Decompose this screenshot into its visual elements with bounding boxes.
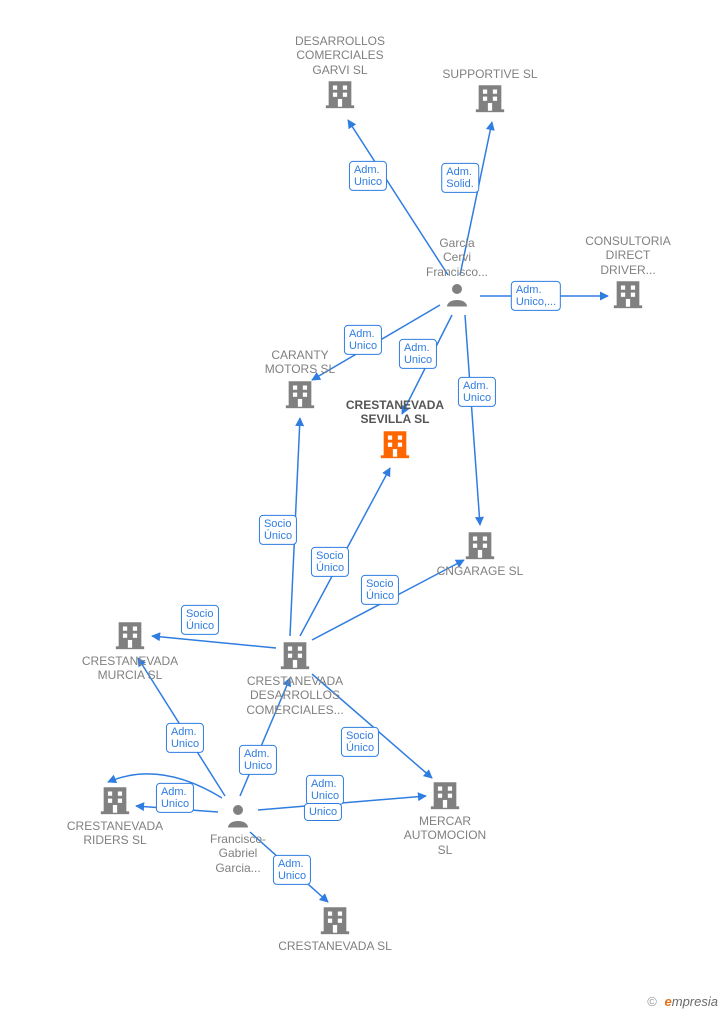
edge-label: Unico bbox=[304, 803, 342, 821]
building-icon bbox=[611, 277, 645, 311]
building-icon bbox=[113, 618, 147, 652]
node-label: CRESTANEVADA SEVILLA SL bbox=[335, 398, 455, 427]
edge-label: Adm. Unico bbox=[306, 775, 344, 805]
node-label: DESARROLLOS COMERCIALES GARVI SL bbox=[280, 34, 400, 77]
graph-edges-layer bbox=[0, 0, 728, 1015]
footer-copyright: © empresia bbox=[647, 994, 718, 1009]
node-label: CONSULTORIA DIRECT DRIVER... bbox=[568, 234, 688, 277]
node-desarrollos_garvi[interactable]: DESARROLLOS COMERCIALES GARVI SL bbox=[280, 32, 400, 111]
node-label: CARANTY MOTORS SL bbox=[240, 348, 360, 377]
edge-label: Socio Único bbox=[341, 727, 379, 757]
edge-label: Adm. Unico bbox=[458, 377, 496, 407]
building-icon bbox=[98, 783, 132, 817]
edge-label: Socio Único bbox=[181, 605, 219, 635]
edge-label: Socio Único bbox=[311, 547, 349, 577]
edge-label: Adm. Unico bbox=[399, 339, 437, 369]
node-crestanevada_desarrollos[interactable]: CRESTANEVADA DESARROLLOS COMERCIALES... bbox=[235, 638, 355, 717]
node-label: CRESTANEVADA RIDERS SL bbox=[55, 819, 175, 848]
node-mercar[interactable]: MERCAR AUTOMOCION SL bbox=[385, 778, 505, 857]
node-label: CRESTANEVADA DESARROLLOS COMERCIALES... bbox=[235, 674, 355, 717]
node-garcia_cervi[interactable]: Garcia Cervi Francisco... bbox=[397, 234, 517, 309]
edge-label: Adm. Unico bbox=[166, 723, 204, 753]
node-crestanevada_murcia[interactable]: CRESTANEVADA MURCIA SL bbox=[70, 618, 190, 683]
building-icon bbox=[318, 903, 352, 937]
brand-first-letter: e bbox=[665, 994, 672, 1009]
edge-line bbox=[465, 315, 480, 525]
node-cngarage[interactable]: CNGARAGE SL bbox=[420, 528, 540, 578]
building-icon bbox=[463, 528, 497, 562]
node-crestanevada_sevilla[interactable]: CRESTANEVADA SEVILLA SL bbox=[335, 396, 455, 461]
edge-label: Adm. Unico bbox=[156, 783, 194, 813]
copyright-symbol: © bbox=[647, 994, 657, 1009]
node-label: Garcia Cervi Francisco... bbox=[397, 236, 517, 279]
edge-label: Adm. Unico bbox=[273, 855, 311, 885]
building-icon bbox=[323, 77, 357, 111]
edge-label: Socio Único bbox=[361, 575, 399, 605]
brand-rest: mpresia bbox=[672, 994, 718, 1009]
edge-label: Adm. Solid. bbox=[441, 163, 479, 193]
node-consultoria_direct[interactable]: CONSULTORIA DIRECT DRIVER... bbox=[568, 232, 688, 311]
edge-label: Adm. Unico,... bbox=[511, 281, 561, 311]
person-icon bbox=[223, 800, 253, 830]
edge-label: Adm. Unico bbox=[344, 325, 382, 355]
node-label: CRESTANEVADA SL bbox=[275, 939, 395, 953]
edge-label: Adm. Unico bbox=[349, 161, 387, 191]
node-label: SUPPORTIVE SL bbox=[430, 67, 550, 81]
node-supportive[interactable]: SUPPORTIVE SL bbox=[430, 65, 550, 115]
edge-label: Adm. Unico bbox=[239, 745, 277, 775]
node-label: CNGARAGE SL bbox=[420, 564, 540, 578]
node-label: CRESTANEVADA MURCIA SL bbox=[70, 654, 190, 683]
person-icon bbox=[442, 279, 472, 309]
building-icon bbox=[378, 427, 412, 461]
edge-label: Socio Único bbox=[259, 515, 297, 545]
node-crestanevada_sl[interactable]: CRESTANEVADA SL bbox=[275, 903, 395, 953]
node-label: MERCAR AUTOMOCION SL bbox=[385, 814, 505, 857]
building-icon bbox=[278, 638, 312, 672]
building-icon bbox=[283, 377, 317, 411]
building-icon bbox=[428, 778, 462, 812]
building-icon bbox=[473, 81, 507, 115]
